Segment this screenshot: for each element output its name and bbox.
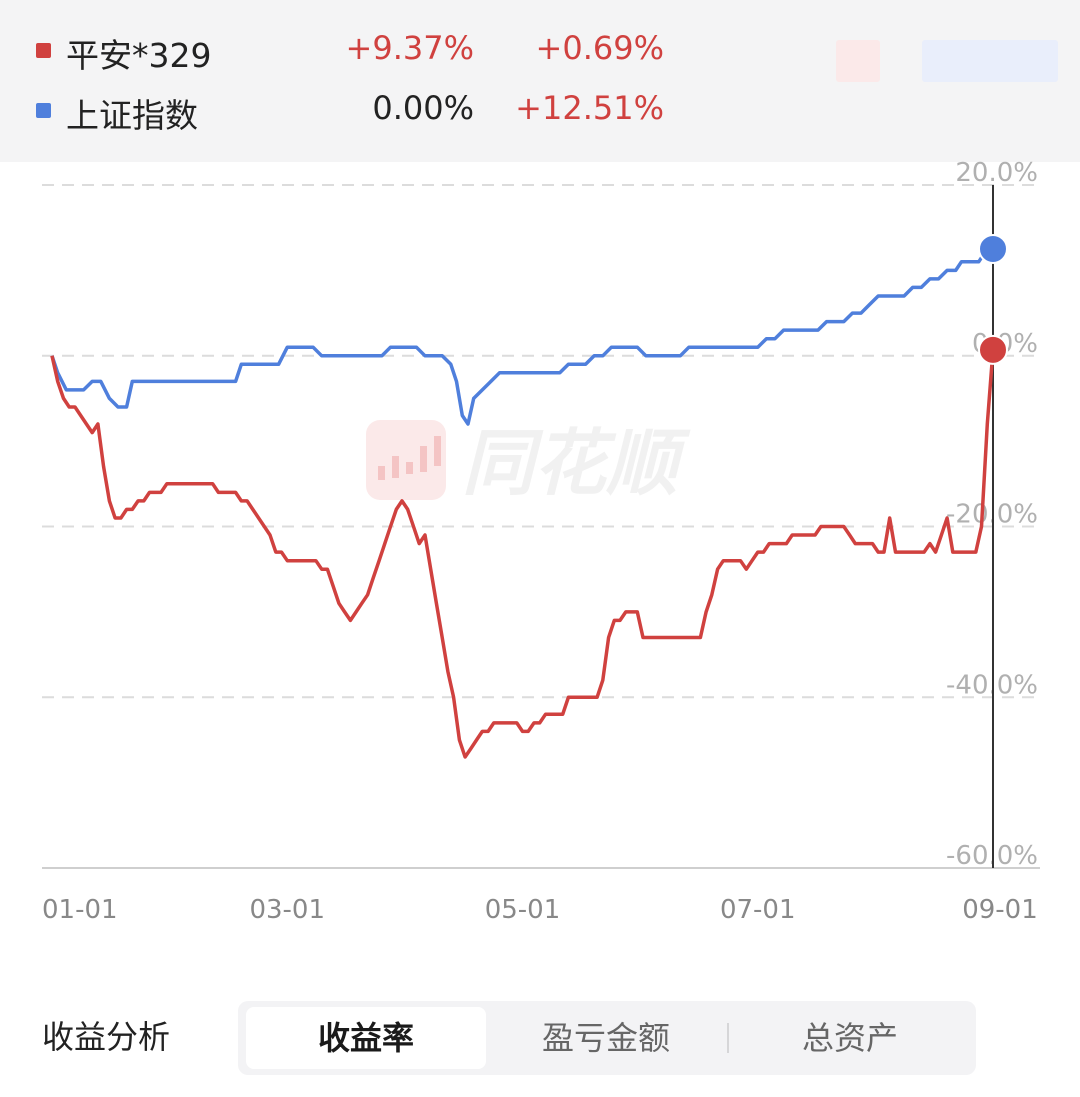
series-line [50, 247, 995, 426]
grid-layer [42, 184, 1040, 869]
y-tick-label: 20.0% [955, 158, 1038, 188]
x-tick-label: 01-01 [42, 895, 118, 925]
faded-button-blue[interactable] [922, 40, 1058, 82]
legend-series-name: 上证指数 [66, 96, 198, 135]
watermark: 同花顺 [366, 420, 691, 505]
legend-value-period: 0.00% [372, 89, 474, 127]
tab-bar: 收益率 盈亏金额 总资产 [238, 1001, 976, 1075]
tab-total-assets[interactable]: 总资产 [801, 1019, 898, 1057]
legend-item-pingan[interactable]: 平安*329 +9.37% +0.69% [0, 20, 1080, 80]
line-chart: 同花顺 20.0%0.0%-20.0%-40.0%-60.0% 01-0103-… [42, 158, 1040, 925]
watermark-text: 同花顺 [462, 421, 691, 505]
legend-value-period: +9.37% [345, 29, 474, 67]
x-tick-label: 09-01 [962, 895, 1038, 925]
series-end-marker [978, 233, 1008, 264]
series-end-marker [978, 334, 1008, 365]
tab-profit-amount[interactable]: 盈亏金额 [541, 1019, 670, 1057]
x-tick-labels: 01-01 03-01 05-01 07-01 09-01 [42, 895, 1038, 925]
faded-button-red[interactable] [836, 40, 880, 82]
legend-value-cumulative: +12.51% [515, 89, 664, 127]
legend-color-swatch [36, 103, 51, 118]
legend-value-cumulative: +0.69% [535, 29, 664, 67]
tab-separator [727, 1023, 729, 1053]
x-tick-label: 07-01 [720, 895, 796, 925]
x-tick-label: 05-01 [485, 895, 561, 925]
legend-item-shanghai-index[interactable]: 上证指数 0.00% +12.51% [0, 80, 1080, 140]
legend-color-swatch [36, 43, 51, 58]
series-line [50, 349, 995, 759]
watermark-candles-icon [378, 436, 441, 480]
tab-return-rate[interactable]: 收益率 [246, 1007, 486, 1069]
legend-panel: 平安*329 +9.37% +0.69% 上证指数 0.00% +12.51% [0, 0, 1080, 162]
section-title: 收益分析 [42, 1018, 171, 1056]
legend-series-name: 平安*329 [66, 36, 212, 75]
x-tick-label: 03-01 [249, 895, 325, 925]
series-layer [50, 233, 1008, 759]
watermark-logo-icon [366, 420, 446, 500]
